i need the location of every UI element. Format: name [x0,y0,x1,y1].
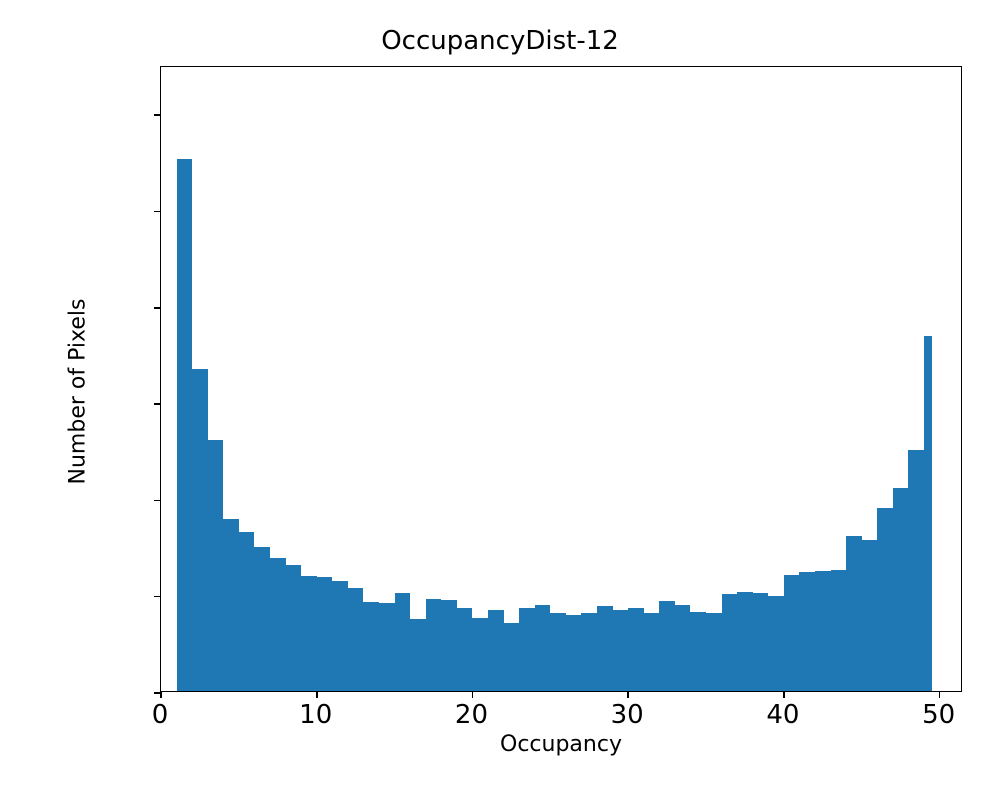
histogram-bar [752,592,769,691]
histogram-bar [441,599,457,691]
x-tick-mark [783,691,785,698]
histogram-bar [815,571,831,691]
histogram-bar [674,605,691,691]
histogram-bar [488,610,504,691]
y-tick-mark [154,403,161,405]
histogram-bar [332,581,348,691]
histogram-bar [721,594,738,691]
x-tick-label: 20 [454,700,488,730]
histogram-bar [238,532,255,691]
histogram-bar [456,608,473,691]
x-tick-label: 40 [766,700,800,730]
histogram-bar [472,617,489,691]
y-axis-label: Number of Pixels [65,298,91,485]
y-tick-mark [154,595,161,598]
histogram-bar [628,608,644,691]
y-tick-mark [154,306,161,309]
histogram-bar [924,336,932,691]
histogram-bar [270,557,286,691]
histogram-bar [394,593,411,691]
histogram-bar [783,574,800,691]
histogram-bar [207,440,224,691]
histogram-bar [830,569,847,691]
histogram-bar [550,613,566,691]
histogram-bar [192,369,208,691]
histogram-bar [908,450,925,691]
y-tick-mark [154,114,161,116]
x-tick-mark [938,691,941,698]
histogram-bar [706,612,722,691]
histogram-bar [503,623,520,691]
histogram-bar [581,612,598,691]
histogram-bar [565,614,582,691]
x-tick-mark [315,691,318,698]
histogram-bar [285,564,302,691]
x-tick-mark [160,691,162,698]
histogram-bar [846,535,862,691]
chart-title: OccupancyDist-12 [381,26,619,56]
x-tick-label: 50 [922,700,956,730]
histogram-bar [861,540,878,691]
histogram-bar [877,508,893,691]
x-tick-label: 30 [610,700,644,730]
histogram-bar [379,603,395,691]
histogram-bar [768,595,784,691]
histogram-bar [425,598,442,691]
histogram-bar [223,519,239,691]
histogram-bar [347,588,364,691]
bars-container [161,67,961,691]
histogram-bar [659,601,675,691]
x-tick-mark [471,691,474,698]
histogram-bar [597,606,613,691]
histogram-bar [690,611,707,691]
x-tick-label: 10 [299,700,333,730]
histogram-bar [612,610,629,691]
plot-axes [154,66,962,698]
histogram-bar [643,612,660,691]
histogram-bar [892,488,909,691]
histogram-bar [799,571,816,691]
x-tick-label: 0 [151,700,169,730]
histogram-bar [254,546,270,691]
histogram-bar [176,158,193,691]
histogram-bar [410,618,426,691]
histogram-bar [363,602,379,691]
histogram-bar [301,576,317,691]
y-tick-mark [154,499,161,502]
histogram-bar [737,591,753,691]
histogram-bar [519,608,535,691]
y-tick-mark [154,210,161,213]
x-axis-label: Occupancy [500,732,622,757]
x-tick-mark [627,691,629,698]
histogram-bar [534,605,551,691]
histogram-bar [316,577,333,691]
y-tick-mark [154,692,161,694]
